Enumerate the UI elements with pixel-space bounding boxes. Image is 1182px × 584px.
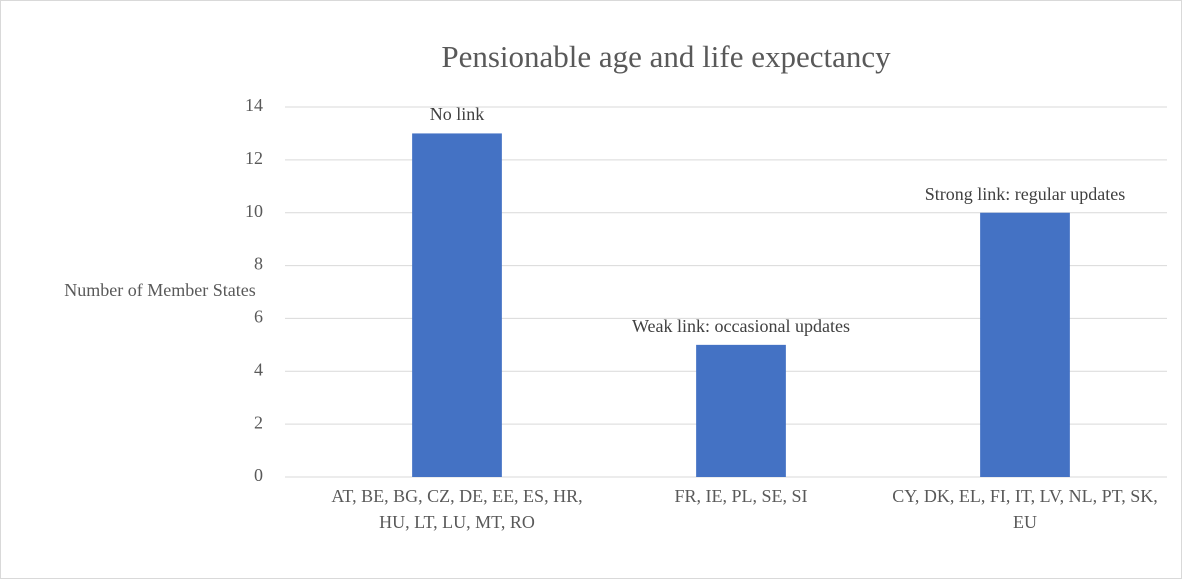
annotation: Strong link: regular updates [924,183,1126,204]
y-tick-label: 12 [245,148,263,168]
annotation-box: Weak link: occasional updates [632,315,850,336]
bar [412,133,502,477]
y-axis-label-box: Number of Member States [64,280,256,300]
y-tick-label: 2 [254,412,263,432]
y-tick-label: 14 [245,95,263,115]
x-tick-label-box: CY, DK, EL, FI, IT, LV, NL, PT, SK, EU [892,486,1158,532]
annotation-box: Strong link: regular updates [924,183,1126,204]
annotation: Weak link: occasional updates [632,315,850,336]
bar [696,344,786,477]
y-tick-label: 8 [254,254,263,274]
y-tick-label: 4 [254,359,263,379]
y-tick-label: 10 [245,201,263,221]
x-tick-label-box: FR, IE, PL, SE, SI [674,486,808,506]
y-tick-label: 6 [254,307,263,327]
annotation-box: No link [429,104,485,125]
x-tick-label: AT, BE, BG, CZ, DE, EE, ES, HR, HU, LT, … [331,486,583,532]
x-tick-label: CY, DK, EL, FI, IT, LV, NL, PT, SK, EU [892,486,1158,532]
y-tick-label: 0 [254,465,263,485]
annotation: No link [429,104,485,125]
y-axis-label: Number of Member States [64,280,256,300]
chart-title: Pensionable age and life expectancy [441,39,891,74]
x-tick-label-box: AT, BE, BG, CZ, DE, EE, ES, HR, HU, LT, … [331,486,583,532]
x-tick-label: FR, IE, PL, SE, SI [674,486,808,506]
bar [980,212,1070,477]
